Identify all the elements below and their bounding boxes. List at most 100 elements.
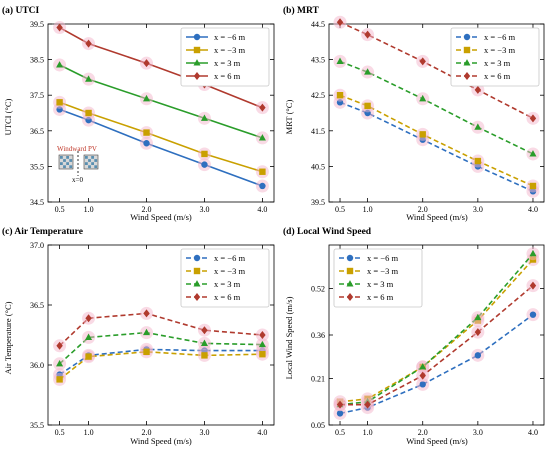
data-point [474,85,482,94]
legend-marker [463,72,471,80]
legend-box [180,27,270,87]
pv-cell [63,165,66,169]
legend-label: x = −3 m [214,266,245,276]
legend-label: x = 3 m [484,58,511,68]
inset-label: Windward PV [57,145,97,153]
y-axis-label: UTCI (°C) [3,98,13,135]
data-point [474,157,482,165]
data-point [201,161,208,168]
y-tick-label: 37.0 [30,241,44,250]
pv-cell [66,156,69,159]
panel-title: (a) UTCI [2,5,40,16]
legend-marker [346,280,354,287]
data-point [336,18,344,27]
data-point [259,168,266,175]
legend-marker [193,33,201,41]
pv-cell [69,165,73,169]
y-tick-label: 43.5 [311,56,325,65]
data-point [474,328,482,337]
data-point [142,328,151,336]
data-point [258,340,266,348]
x-axis-label: Wind Speed (m/s) [406,212,468,222]
data-point [419,131,426,138]
legend-marker [346,293,354,301]
x-tick-label: 2.0 [142,205,152,214]
panel-mrt: (b) MRT Wind Speed (m/s) MRT (°C) 0.5 1.0… [283,5,545,222]
pv-cell [85,162,88,165]
data-point [259,351,266,358]
data-point [336,410,344,417]
y-tick-label: 36.0 [30,361,44,370]
legend-label: x = 6 m [367,292,394,302]
legend: x = −6 m x = −3 m x = 3 m x = 6 m [450,27,540,87]
y-tick-label: 36.5 [30,301,44,310]
pv-cell [94,165,98,169]
legend-box [180,248,270,308]
pv-cell [91,156,94,159]
data-point [474,123,482,130]
x-tick-label: 4.0 [257,205,267,214]
x-tick-label: 0.5 [55,428,65,437]
data-point [529,311,537,318]
data-point [474,352,482,359]
y-tick-label: 0.52 [311,285,325,294]
legend-marker [463,59,471,66]
data-point [419,381,426,388]
y-tick-label: 35.5 [30,421,44,430]
pv-cell [91,162,94,165]
legend-marker [193,267,201,275]
legend-marker [193,46,201,54]
data-point [85,75,93,82]
data-point [364,30,371,39]
x-axis-label: Wind Speed (m/s) [130,436,192,446]
y-tick-label: 34.5 [30,198,44,207]
x-axis-label: Wind Speed (m/s) [130,212,192,222]
data-point [336,92,344,99]
data-point [143,309,150,318]
x-tick-label: 4.0 [528,205,538,214]
data-point [201,352,208,359]
data-point [143,348,150,355]
x-tick-label: 2.0 [142,428,152,437]
y-tick-label: 0.36 [311,331,325,340]
x-tick-label: 2.0 [418,205,428,214]
legend-label: x = 3 m [214,58,241,68]
legend-marker [193,72,201,80]
data-point [336,57,344,64]
data-point [143,129,150,136]
y-tick-label: 38.5 [30,56,44,65]
pv-cell [66,162,69,165]
pv-cell [60,162,63,165]
data-point [85,333,93,340]
pv-cell [88,165,91,169]
legend-box [333,248,423,308]
x-tick-label: 1.0 [84,205,94,214]
y-axis-label: Air Temperature (°C) [3,301,13,374]
data-point [529,249,537,257]
series-line [59,350,263,381]
data-point [258,134,266,141]
x-tick-label: 0.5 [55,205,65,214]
data-point [143,59,150,68]
legend-box [450,27,540,87]
x-tick-label: 3.0 [199,428,209,437]
data-point [200,339,208,346]
data-point [419,363,427,370]
x-tick-label: 0.5 [335,205,345,214]
panel-title: (c) Air Temperature [2,226,83,237]
legend-label: x = −3 m [367,266,398,276]
y-axis-label: MRT (°C) [284,100,294,135]
data-point [201,150,208,158]
x-tick-label: 3.0 [473,205,483,214]
legend-label: x = 3 m [367,279,394,289]
panel-air-temperature: (c) Air Temperature Wind Speed (m/s) Air… [2,226,275,446]
legend-label: x = −6 m [214,32,245,42]
y-tick-label: 36.5 [30,127,44,136]
x-tick-label: 1.0 [84,428,94,437]
legend: x = −6 m x = −3 m x = 3 m x = 6 m [180,248,270,308]
panel-local-wind-speed: (d) Local Wind Speed Wind Speed (m/s) Lo… [283,226,545,446]
data-point [142,94,151,102]
y-tick-label: 0.21 [311,375,325,384]
x-axis-label: Wind Speed (m/s) [406,436,468,446]
